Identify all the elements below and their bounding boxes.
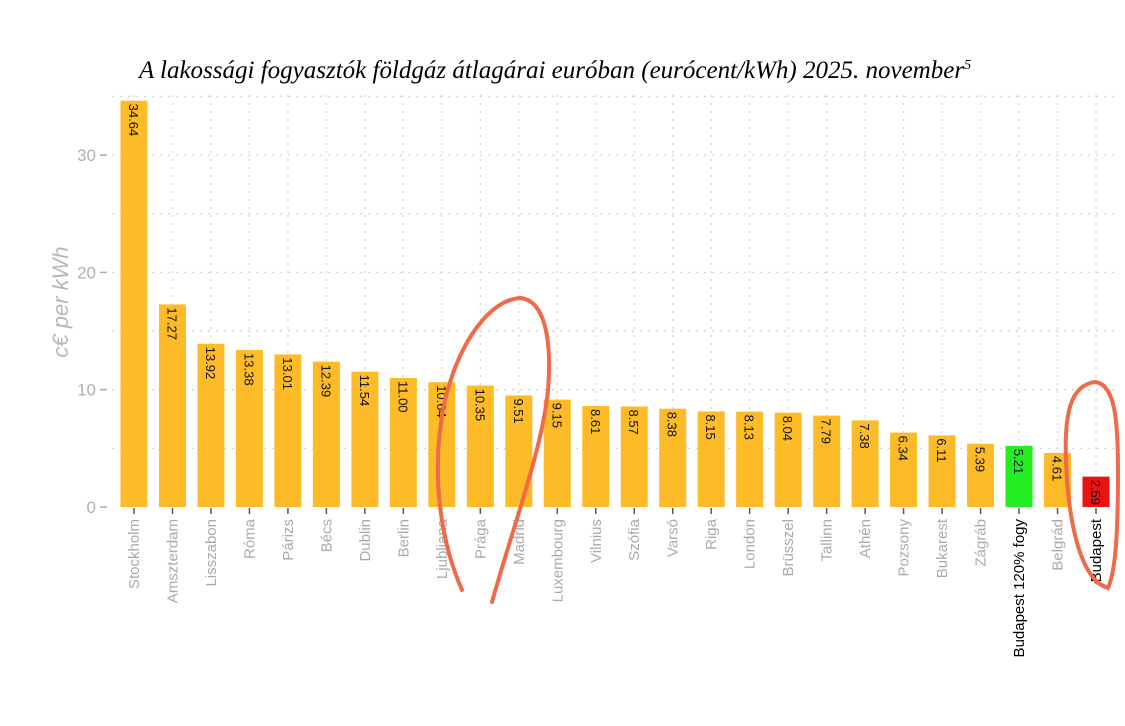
hand-drawn-annotations — [435, 295, 1121, 604]
category-label: Ljubljana — [434, 518, 451, 579]
bar — [813, 415, 841, 507]
value-label: 6.11 — [934, 438, 949, 462]
bar — [1082, 476, 1110, 507]
bar — [620, 406, 648, 507]
bar — [428, 382, 456, 507]
category-label: Amszterdam — [164, 519, 181, 603]
bar — [312, 361, 340, 507]
bar — [736, 411, 764, 507]
value-label: 5.21 — [1011, 449, 1026, 474]
value-label: 9.15 — [549, 403, 564, 428]
value-label: 7.38 — [857, 423, 872, 448]
value-label: 11.54 — [357, 375, 372, 407]
value-label: 8.13 — [742, 415, 757, 440]
category-label: Tallinn — [819, 519, 836, 562]
bar — [543, 399, 571, 507]
bar — [158, 304, 186, 507]
bar — [389, 377, 417, 507]
value-label: 8.15 — [703, 414, 718, 439]
value-label: 17.27 — [164, 307, 179, 340]
value-label: 11.00 — [395, 381, 410, 413]
y-tick-label: 10 — [77, 381, 96, 400]
category-label: London — [742, 519, 759, 569]
chart-title: A lakossági fogyasztók földgáz átlagárai… — [137, 57, 971, 84]
bars: 34.64 17.27 13.92 13.38 13.01 12.39 11.54 11.00… — [120, 100, 1110, 508]
value-label: 4.61 — [1050, 456, 1065, 481]
value-label: 12.39 — [318, 365, 333, 398]
value-label: 10.35 — [472, 389, 487, 422]
value-label: 13.38 — [241, 353, 256, 386]
category-label: Riga — [703, 518, 720, 550]
bar — [582, 406, 610, 507]
category-label: Párizs — [280, 519, 297, 561]
y-axis-label: c€ per kWh — [48, 246, 73, 357]
category-label: Pozsony — [896, 519, 913, 577]
annotation-circle-budapest — [1063, 379, 1121, 591]
category-label: Varsó — [665, 519, 682, 557]
category-label: Lisszabon — [203, 519, 220, 587]
value-label: 13.92 — [203, 347, 218, 380]
annotation-circle-madrid — [435, 295, 552, 604]
category-label: Budapest 120% fogy — [1011, 519, 1028, 658]
bar — [697, 411, 725, 507]
category-label: Prága — [472, 518, 489, 559]
bar — [659, 408, 687, 507]
category-label: Dublin — [357, 519, 374, 562]
category-label: Bécs — [318, 519, 335, 552]
bar — [928, 435, 956, 507]
y-tick-label: 20 — [77, 263, 96, 282]
y-tick-label: 30 — [77, 146, 96, 165]
category-label: Róma — [241, 518, 258, 559]
y-tick-label: 0 — [87, 498, 96, 517]
category-label: Zágráb — [973, 519, 990, 567]
value-label: 6.34 — [896, 436, 911, 461]
title-footnote: 5 — [964, 58, 971, 73]
value-label: 7.79 — [819, 419, 834, 444]
y-axis: 0 10 20 30 — [77, 146, 107, 517]
category-label: Luxembourg — [549, 519, 566, 602]
category-label: Bukarest — [934, 518, 951, 578]
category-label: Athén — [857, 519, 874, 558]
value-label: 2.59 — [1088, 480, 1103, 505]
bar — [466, 385, 494, 507]
category-label: Brüsszel — [780, 519, 797, 577]
value-label: 9.51 — [511, 398, 526, 423]
bar — [274, 354, 302, 507]
category-label: Budapest — [1088, 518, 1105, 582]
bar — [351, 371, 379, 507]
category-label: Stockholm — [126, 519, 143, 589]
x-axis: Stockholm Amszterdam Lisszabon Róma Párizs Bé… — [126, 508, 1105, 657]
bar — [890, 432, 918, 507]
value-label: 8.04 — [780, 416, 795, 441]
value-label: 13.01 — [280, 357, 295, 390]
bar — [120, 100, 148, 508]
bar — [197, 343, 225, 507]
bar — [851, 420, 879, 507]
category-label: Berlin — [395, 519, 412, 557]
bar — [967, 443, 995, 507]
bar — [235, 350, 263, 507]
value-label: 34.64 — [126, 104, 141, 137]
category-label: Belgrád — [1050, 519, 1067, 571]
category-label: Vilnius — [588, 519, 605, 563]
bar — [1005, 445, 1033, 507]
value-label: 8.61 — [588, 409, 603, 434]
value-label: 8.38 — [665, 412, 680, 437]
bar — [774, 412, 802, 507]
value-label: 8.57 — [626, 409, 641, 434]
value-label: 5.39 — [973, 447, 988, 472]
category-label: Szófia — [626, 518, 643, 560]
